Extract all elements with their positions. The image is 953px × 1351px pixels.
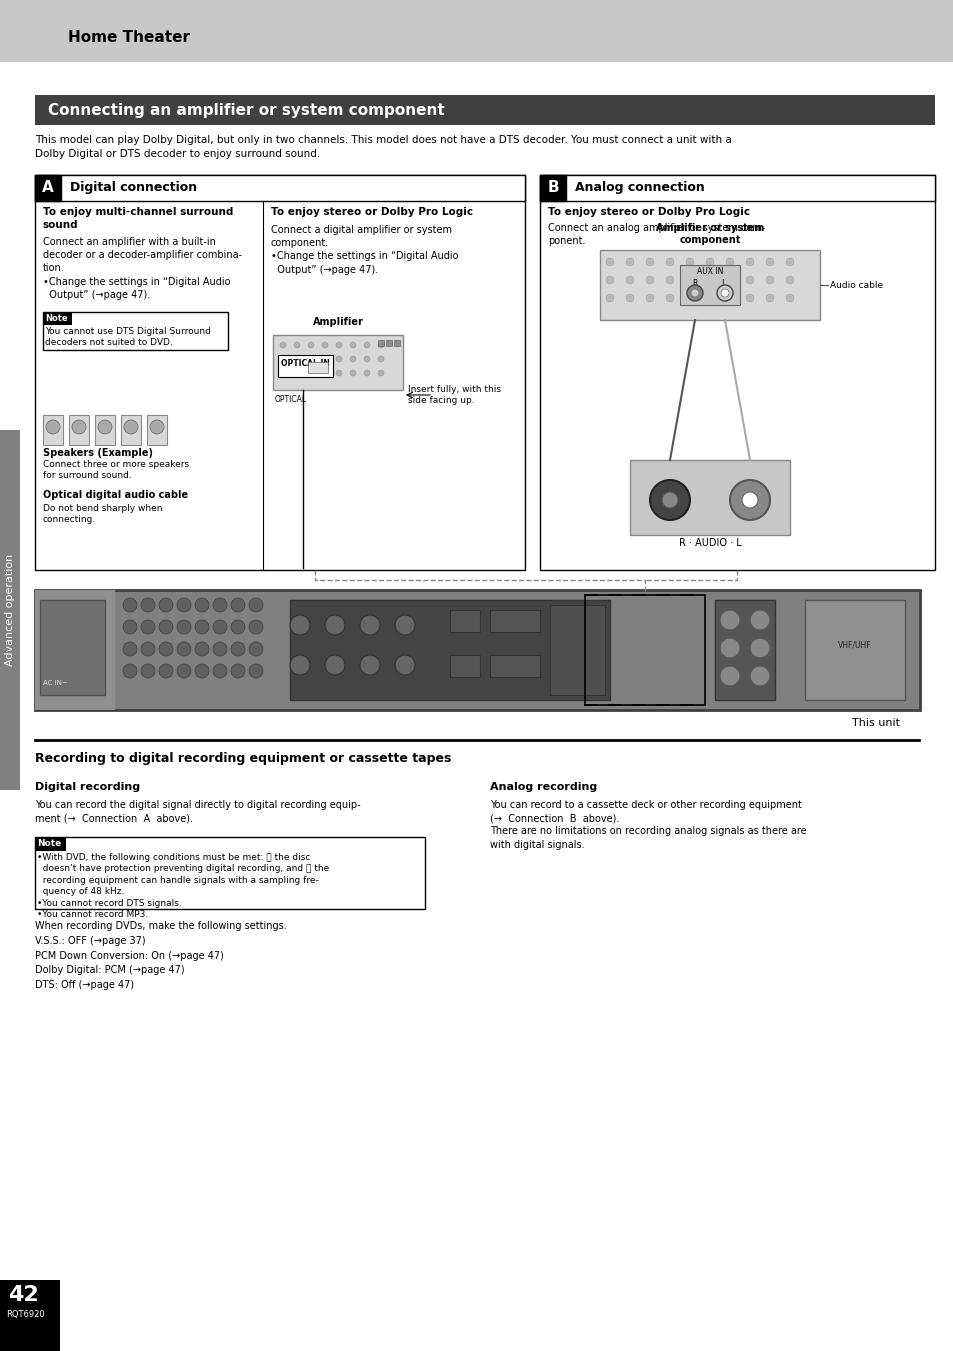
Circle shape [665,295,673,303]
Bar [35,590,115,711]
Circle shape [749,638,769,658]
Circle shape [322,342,328,349]
Circle shape [123,642,137,657]
Circle shape [213,642,227,657]
Circle shape [159,642,172,657]
Circle shape [213,598,227,612]
Bar [629,459,789,535]
Circle shape [705,295,713,303]
Text: VHF/UHF: VHF/UHF [838,640,871,650]
Text: When recording DVDs, make the following settings.
V.S.S.: OFF (→page 37)
PCM Dow: When recording DVDs, make the following … [35,921,287,990]
Bar [490,611,539,632]
Bar [290,600,609,700]
Text: Digital recording: Digital recording [35,782,140,792]
Text: A: A [42,181,53,196]
Text: AUX IN
R          L: AUX IN R L [693,267,726,288]
Circle shape [665,258,673,266]
Text: Do not bend sharply when
connecting.: Do not bend sharply when connecting. [43,504,162,524]
Text: To enjoy stereo or Dolby Pro Logic: To enjoy stereo or Dolby Pro Logic [547,207,749,218]
Circle shape [705,276,713,284]
Bar [40,600,105,694]
Text: Amplifier or system
component: Amplifier or system component [655,223,763,245]
Circle shape [605,276,614,284]
Circle shape [645,295,654,303]
Bar [450,611,479,632]
Circle shape [625,295,634,303]
Circle shape [741,492,758,508]
Text: Note: Note [45,313,68,323]
Text: Connect three or more speakers
for surround sound.: Connect three or more speakers for surro… [43,459,189,481]
Circle shape [231,598,245,612]
Circle shape [785,295,793,303]
Circle shape [213,620,227,634]
Circle shape [729,480,769,520]
Circle shape [725,295,733,303]
Circle shape [280,370,286,376]
Circle shape [123,598,137,612]
Circle shape [765,258,773,266]
Text: •With DVD, the following conditions must be met: ⓐ the disc
  doesn’t have prote: •With DVD, the following conditions must… [37,852,329,919]
Bar [0,430,20,790]
Bar [804,600,904,700]
Circle shape [745,295,753,303]
Circle shape [605,295,614,303]
Circle shape [717,285,732,301]
Text: Connect an analog amplifier or system com-
ponent.: Connect an analog amplifier or system co… [547,223,764,246]
Text: Note: Note [37,839,61,848]
Circle shape [377,370,384,376]
Circle shape [280,357,286,362]
Circle shape [359,655,379,676]
Circle shape [645,258,654,266]
Bar [35,95,934,126]
Text: R · AUDIO · L: R · AUDIO · L [678,538,740,549]
Bar [273,335,402,390]
Circle shape [322,370,328,376]
Circle shape [749,611,769,630]
Bar [35,176,61,201]
Circle shape [686,285,702,301]
Circle shape [71,420,86,434]
Circle shape [364,357,370,362]
Bar [450,655,479,677]
Circle shape [290,655,310,676]
Circle shape [335,357,341,362]
Circle shape [749,666,769,686]
Circle shape [159,598,172,612]
Bar [43,415,63,444]
Circle shape [335,342,341,349]
Circle shape [325,655,345,676]
Circle shape [605,258,614,266]
Text: Advanced operation: Advanced operation [5,554,15,666]
Bar [69,415,89,444]
Circle shape [359,615,379,635]
Circle shape [98,420,112,434]
Circle shape [720,611,740,630]
Circle shape [249,598,263,612]
Bar [386,340,392,346]
Circle shape [141,598,154,612]
Text: AC IN~: AC IN~ [43,680,68,686]
Bar [36,838,66,851]
Circle shape [213,663,227,678]
Circle shape [335,370,341,376]
Text: Home Theater: Home Theater [68,31,190,46]
Text: You can record to a cassette deck or other recording equipment
(→  Connection  B: You can record to a cassette deck or oth… [490,800,806,850]
Circle shape [124,420,138,434]
Bar [35,590,919,711]
Bar [35,176,524,570]
Circle shape [720,666,740,686]
Circle shape [325,615,345,635]
Text: Connecting an amplifier or system component: Connecting an amplifier or system compon… [48,103,444,118]
Circle shape [231,663,245,678]
Circle shape [123,663,137,678]
Circle shape [194,598,209,612]
Circle shape [231,620,245,634]
Bar [0,1279,60,1351]
Circle shape [765,276,773,284]
Text: Speakers (Example): Speakers (Example) [43,449,152,458]
Text: Amplifier: Amplifier [313,317,363,327]
Circle shape [665,276,673,284]
Bar [714,600,774,700]
Bar [490,655,539,677]
Circle shape [745,276,753,284]
